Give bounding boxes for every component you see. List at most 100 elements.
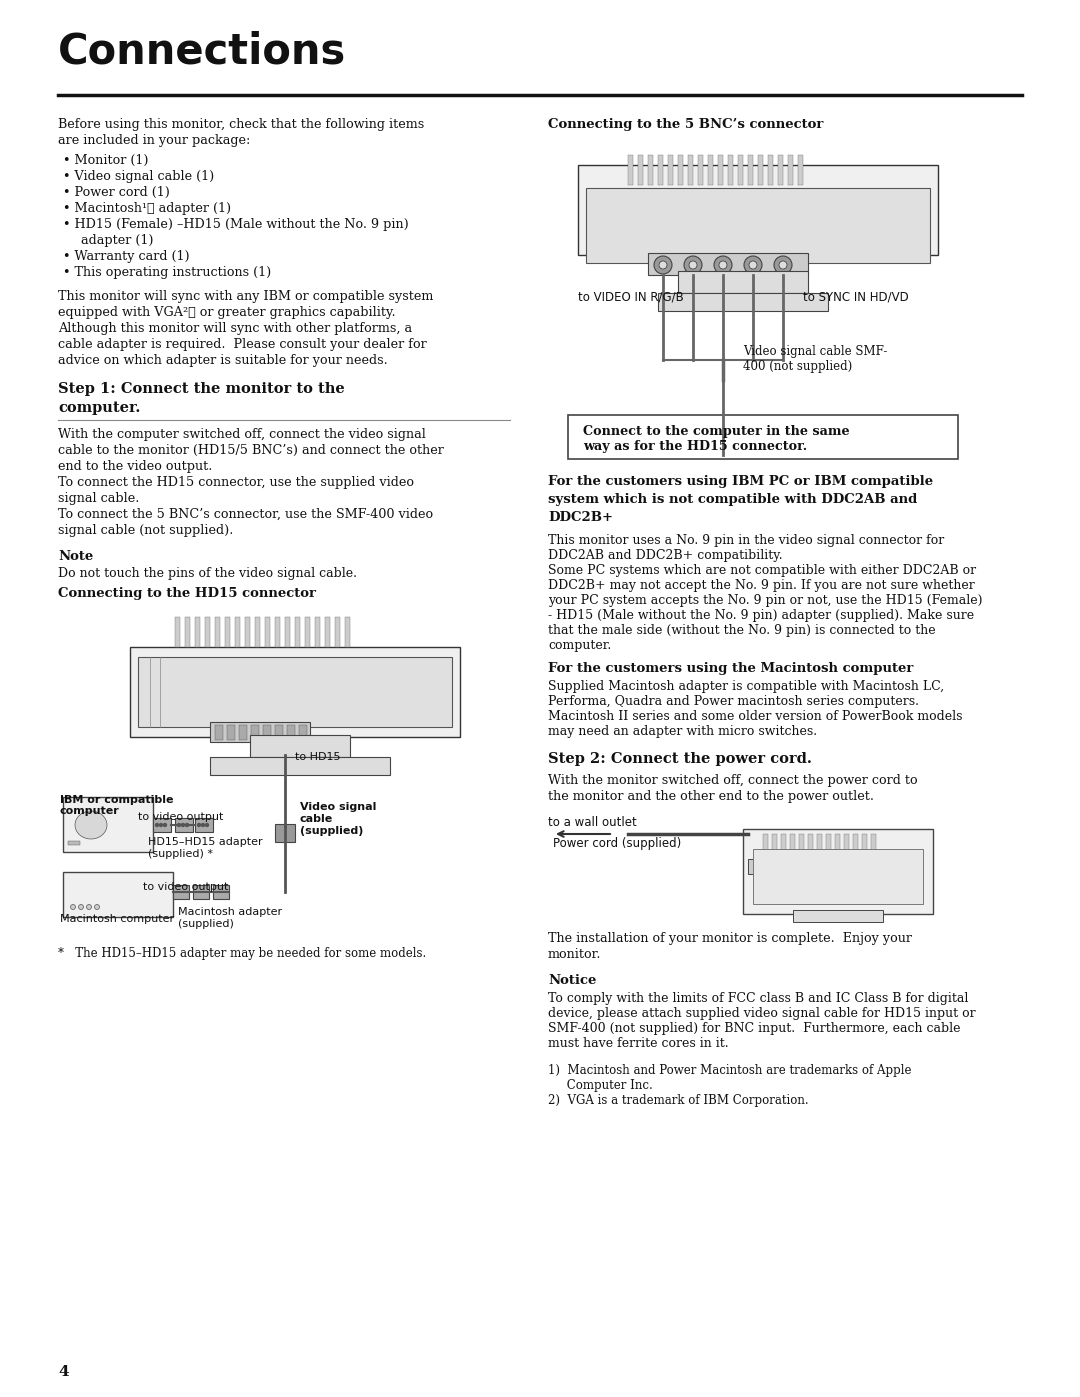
Bar (287, 725, 295, 740)
Text: your PC system accepts the No. 9 pin or not, use the HD15 (Female): your PC system accepts the No. 9 pin or … (548, 594, 983, 608)
Text: Do not touch the pins of the video signal cable.: Do not touch the pins of the video signa… (58, 567, 357, 580)
Text: • Monitor (1): • Monitor (1) (63, 154, 149, 168)
Circle shape (70, 904, 76, 909)
Bar (772, 834, 777, 863)
Bar (808, 834, 813, 863)
Text: end to the video output.: end to the video output. (58, 460, 213, 474)
Circle shape (198, 823, 201, 827)
Text: to HD15: to HD15 (295, 752, 340, 761)
Text: To comply with the limits of FCC class B and IC Class B for digital: To comply with the limits of FCC class B… (548, 992, 969, 1004)
Circle shape (95, 904, 99, 909)
Circle shape (181, 823, 185, 827)
Text: DDC2AB and DDC2B+ compatibility.: DDC2AB and DDC2B+ compatibility. (548, 549, 783, 562)
Circle shape (79, 904, 83, 909)
Bar (627, 155, 633, 184)
Bar (227, 725, 235, 740)
Bar (799, 834, 804, 863)
Bar (789, 834, 795, 863)
Bar (753, 849, 923, 904)
Text: • This operating instructions (1): • This operating instructions (1) (63, 265, 271, 279)
Circle shape (177, 823, 180, 827)
Bar (758, 155, 762, 184)
Bar (728, 155, 733, 184)
Text: 1)  Macintosh and Power Macintosh are trademarks of Apple: 1) Macintosh and Power Macintosh are tra… (548, 1065, 912, 1077)
Bar (255, 617, 260, 647)
Text: must have ferrite cores in it.: must have ferrite cores in it. (548, 1037, 729, 1051)
Bar (718, 155, 723, 184)
Bar (843, 834, 849, 863)
Bar (195, 819, 213, 833)
Bar (748, 859, 788, 875)
Text: SMF-400 (not supplied) for BNC input.  Furthermore, each cable: SMF-400 (not supplied) for BNC input. Fu… (548, 1023, 960, 1035)
Bar (798, 155, 804, 184)
Text: cable adapter is required.  Please consult your dealer for: cable adapter is required. Please consul… (58, 338, 427, 351)
Bar (225, 617, 230, 647)
Bar (708, 155, 713, 184)
Circle shape (684, 256, 702, 274)
Bar (251, 725, 259, 740)
Text: Step 2: Connect the power cord.: Step 2: Connect the power cord. (548, 752, 812, 766)
Text: computer.: computer. (548, 638, 611, 652)
Text: With the computer switched off, connect the video signal: With the computer switched off, connect … (58, 427, 426, 441)
Bar (215, 617, 220, 647)
Text: advice on which adapter is suitable for your needs.: advice on which adapter is suitable for … (58, 353, 388, 367)
Text: HD15–HD15 adapter: HD15–HD15 adapter (148, 837, 262, 847)
Bar (762, 834, 768, 863)
Bar (748, 155, 753, 184)
Circle shape (205, 823, 208, 827)
Text: To connect the 5 BNC’s connector, use the SMF-400 video: To connect the 5 BNC’s connector, use th… (58, 509, 433, 521)
Bar (816, 834, 822, 863)
Text: Performa, Quadra and Power macintosh series computers.: Performa, Quadra and Power macintosh ser… (548, 694, 919, 708)
Text: signal cable.: signal cable. (58, 492, 139, 504)
Bar (264, 725, 271, 740)
Bar (175, 819, 193, 833)
Text: Connections: Connections (58, 29, 347, 73)
Text: 4: 4 (58, 1365, 69, 1379)
Text: • Video signal cable (1): • Video signal cable (1) (63, 170, 214, 183)
Bar (295, 617, 300, 647)
Circle shape (779, 261, 787, 270)
Bar (275, 725, 283, 740)
Text: the monitor and the other end to the power outlet.: the monitor and the other end to the pow… (548, 789, 874, 803)
Text: (supplied): (supplied) (300, 826, 363, 835)
Bar (669, 155, 673, 184)
Text: to VIDEO IN R/G/B: to VIDEO IN R/G/B (578, 291, 684, 303)
Bar (658, 293, 828, 312)
Bar (335, 617, 340, 647)
Circle shape (719, 261, 727, 270)
Bar (853, 834, 858, 863)
Text: Although this monitor will sync with other platforms, a: Although this monitor will sync with oth… (58, 321, 413, 335)
Text: are included in your package:: are included in your package: (58, 134, 251, 147)
Bar (826, 834, 831, 863)
Text: Note: Note (58, 550, 93, 563)
Text: 400 (not supplied): 400 (not supplied) (743, 360, 852, 373)
Bar (235, 617, 240, 647)
Bar (210, 722, 310, 742)
Bar (658, 155, 663, 184)
Bar (835, 834, 840, 863)
Bar (586, 189, 930, 263)
Bar (678, 271, 808, 293)
Bar (870, 834, 876, 863)
Circle shape (689, 261, 697, 270)
Text: • HD15 (Female) –HD15 (Male without the No. 9 pin): • HD15 (Female) –HD15 (Male without the … (63, 218, 408, 231)
Circle shape (750, 261, 757, 270)
Bar (568, 415, 958, 460)
Text: *   The HD15–HD15 adapter may be needed for some models.: * The HD15–HD15 adapter may be needed fo… (58, 947, 427, 960)
Text: cable to the monitor (HD15/5 BNC’s) and connect the other: cable to the monitor (HD15/5 BNC’s) and … (58, 444, 444, 457)
Bar (788, 155, 793, 184)
Bar (862, 834, 867, 863)
Text: Supplied Macintosh adapter is compatible with Macintosh LC,: Supplied Macintosh adapter is compatible… (548, 680, 944, 693)
Circle shape (163, 823, 166, 827)
Text: IBM or compatible: IBM or compatible (60, 795, 174, 805)
Text: device, please attach supplied video signal cable for HD15 input or: device, please attach supplied video sig… (548, 1007, 975, 1020)
Ellipse shape (75, 812, 107, 840)
Text: To connect the HD15 connector, use the supplied video: To connect the HD15 connector, use the s… (58, 476, 414, 489)
Bar (648, 253, 808, 275)
Bar (315, 617, 320, 647)
Text: Connect to the computer in the same: Connect to the computer in the same (583, 425, 850, 439)
Text: DDC2B+: DDC2B+ (548, 511, 613, 524)
Text: way as for the HD15 connector.: way as for the HD15 connector. (583, 440, 807, 453)
Bar (738, 155, 743, 184)
Text: to video output: to video output (143, 882, 228, 893)
